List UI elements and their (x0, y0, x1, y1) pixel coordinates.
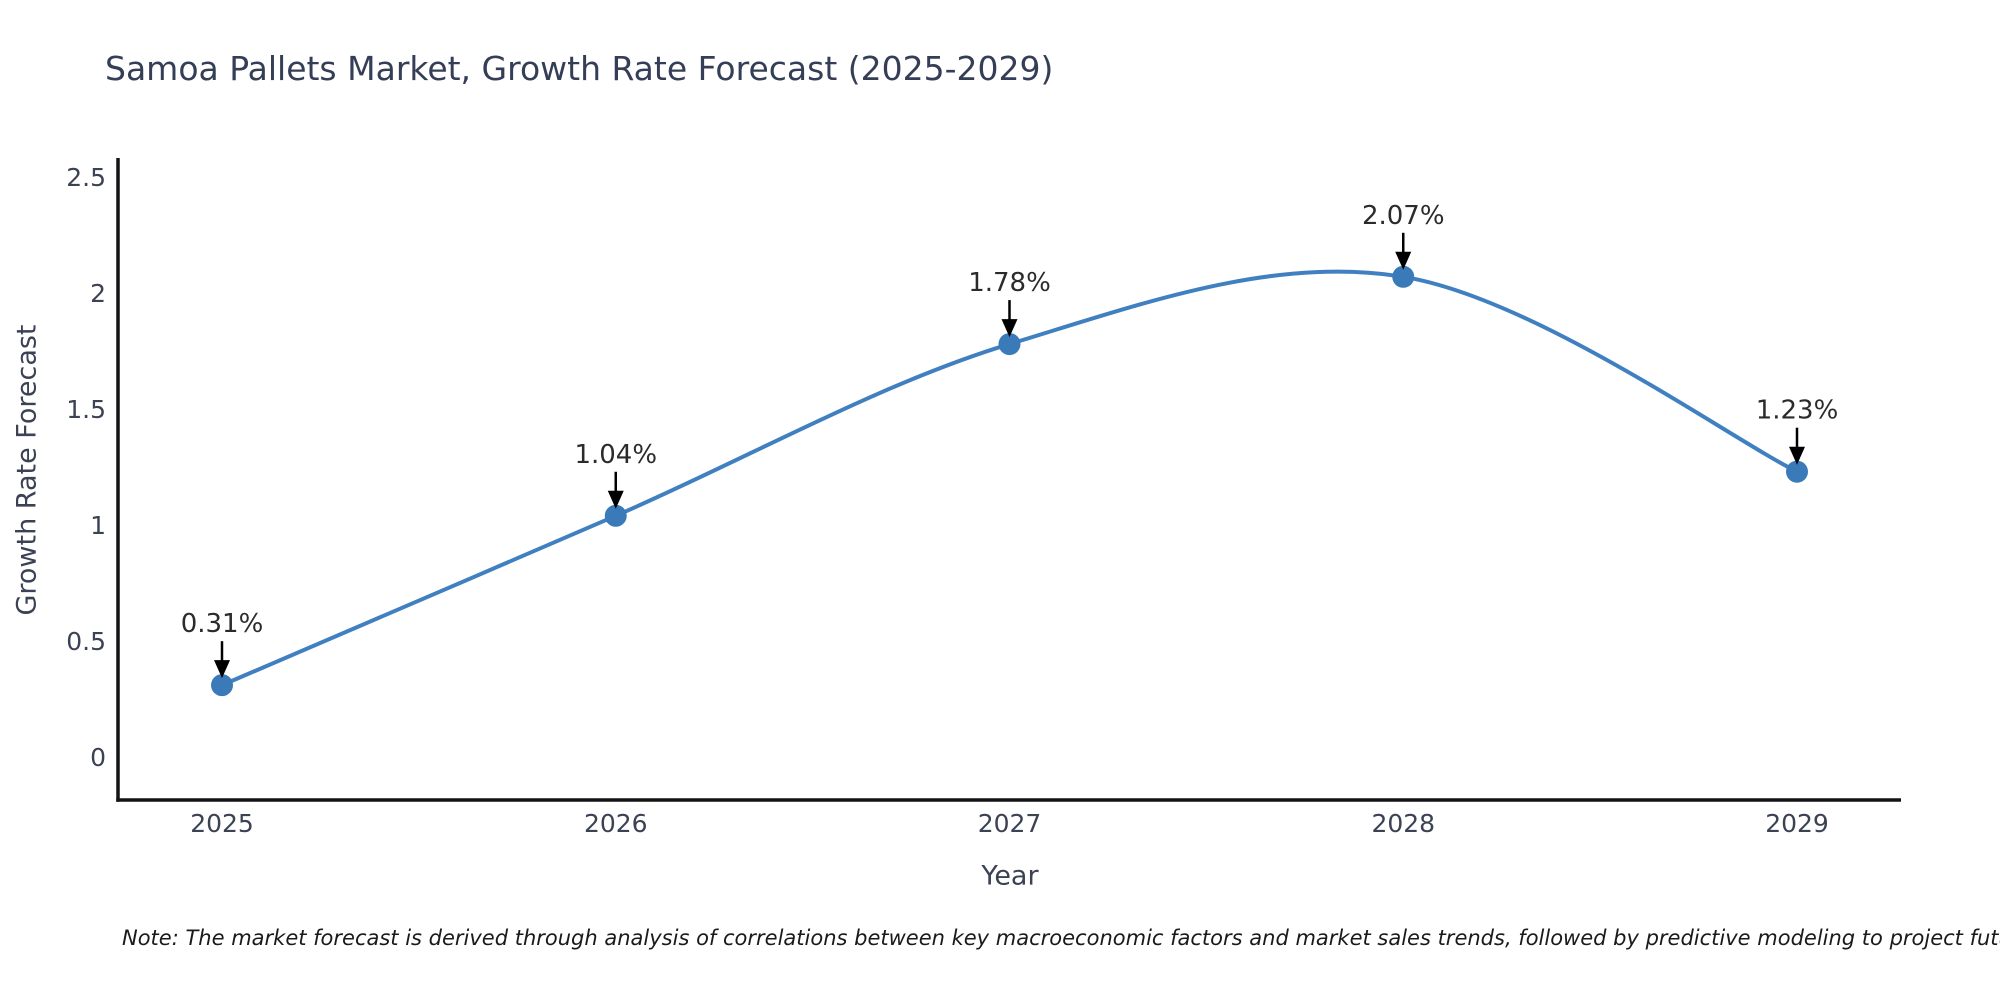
y-tick-label: 2 (90, 279, 106, 308)
data-point-marker (604, 504, 627, 527)
footnote: Note: The market forecast is derived thr… (122, 926, 2000, 950)
annotation-arrow-head (607, 490, 624, 509)
point-annotation-label: 1.78% (968, 268, 1051, 298)
annotation-arrow-head (1395, 251, 1412, 270)
annotation-arrow-head (1789, 446, 1805, 465)
point-annotation-label: 1.23% (1756, 396, 1839, 426)
y-tick-label: 2.5 (66, 163, 106, 192)
x-tick-label: 2026 (584, 809, 648, 838)
x-tick-label: 2029 (1765, 809, 1829, 838)
y-tick-label: 1 (90, 511, 106, 540)
data-point-marker (998, 333, 1021, 356)
x-tick-label: 2028 (1371, 809, 1435, 838)
annotation-arrow-head (1001, 319, 1018, 338)
point-annotation-label: 1.04% (574, 440, 657, 470)
x-tick-label: 2025 (190, 809, 254, 838)
data-point-marker (211, 674, 233, 697)
y-tick-label: 1.5 (66, 395, 106, 424)
annotation-arrow-head (214, 660, 230, 679)
point-annotation-label: 2.07% (1362, 201, 1445, 231)
data-point-marker (1392, 265, 1415, 288)
chart-title: Samoa Pallets Market, Growth Rate Foreca… (105, 49, 1054, 88)
data-point-marker (1786, 460, 1808, 483)
point-annotation-label: 0.31% (181, 609, 264, 639)
x-axis-title: Year (981, 860, 1039, 892)
y-tick-label: 0.5 (66, 627, 106, 656)
y-tick-label: 0 (90, 743, 106, 772)
x-tick-label: 2027 (978, 809, 1042, 838)
